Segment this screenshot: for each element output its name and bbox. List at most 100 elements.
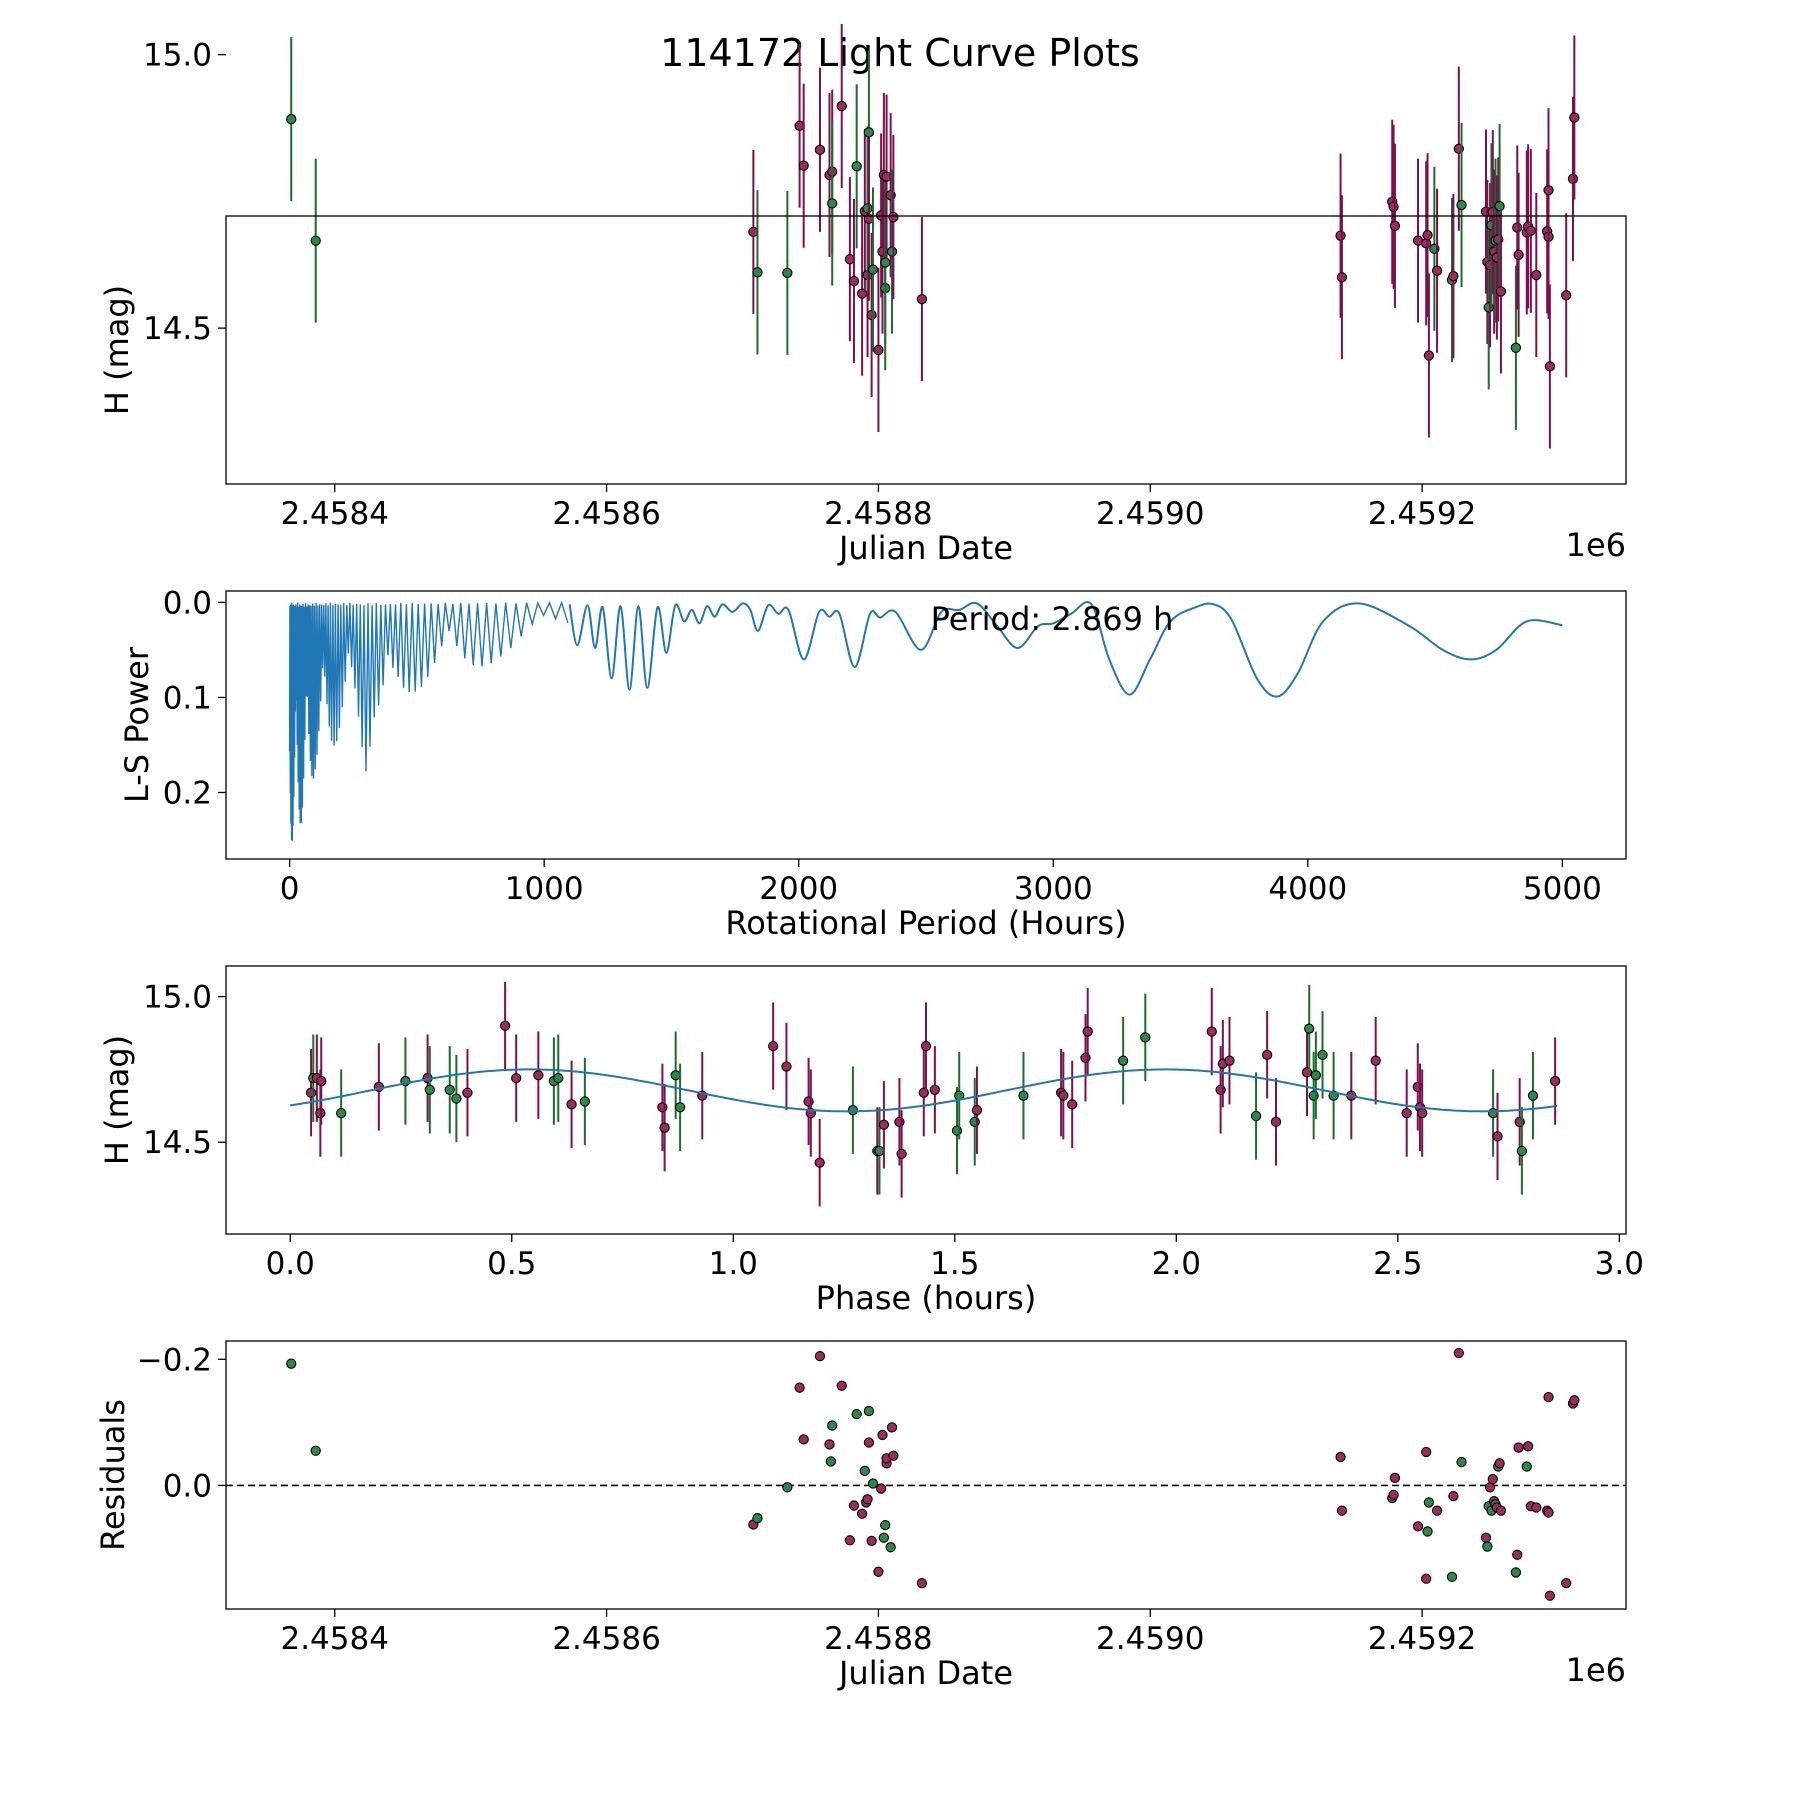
lightcurve-point [873, 344, 884, 356]
residuals-point [827, 1420, 838, 1431]
lightcurve-point [1512, 222, 1523, 233]
lightcurve-point [1431, 265, 1443, 276]
residuals-ylabel: Residuals [94, 1399, 132, 1551]
lightcurve-xtick-label: 2.4584 [280, 496, 388, 532]
residuals-point [1446, 1571, 1458, 1582]
phased-xtick-label: 1.0 [709, 1246, 758, 1282]
phased-point [1492, 1131, 1503, 1142]
lightcurve-point [916, 293, 928, 305]
phased-point [1082, 1026, 1093, 1037]
residuals-point [825, 1456, 837, 1467]
periodogram-ylabel: L-S Power [118, 646, 156, 803]
residuals-point [880, 1519, 891, 1531]
phased-point [1261, 1049, 1273, 1060]
lightcurve-point [1510, 342, 1522, 353]
periodogram-xtick-label: 2000 [759, 871, 838, 907]
lightcurve-point [1561, 290, 1572, 301]
phased-point [971, 1105, 983, 1116]
lightcurve-point [1389, 220, 1401, 231]
residuals-point [1448, 1490, 1459, 1502]
periodogram-axes-frame [225, 590, 1627, 860]
residuals-xtick-label: 2.4588 [824, 1621, 932, 1657]
phased-point [659, 1122, 670, 1133]
lightcurve-point [1336, 272, 1348, 283]
phased-point [814, 1157, 825, 1168]
residuals-ticks: 2.4584 2.4586 2.4588 2.4590 2.4592 0.0 −0.2 [137, 1342, 1477, 1657]
residuals-point [886, 1422, 898, 1433]
lightcurve-point [1422, 229, 1433, 241]
phased-point [1118, 1055, 1129, 1066]
lightcurve-point [1456, 199, 1467, 211]
phased-point [1301, 1067, 1313, 1078]
phased-point [451, 1093, 462, 1104]
residuals-point [1422, 1526, 1433, 1537]
phased-point [768, 1040, 779, 1052]
phased-point [1067, 1099, 1078, 1110]
phased-point [657, 1102, 668, 1113]
residuals-point [1421, 1573, 1432, 1584]
residuals-point [752, 1513, 763, 1524]
residuals-point [1336, 1505, 1348, 1516]
lightcurve-point [1525, 225, 1537, 236]
phased-point [511, 1073, 522, 1084]
periodogram-annotation: Period: 2.869 h [931, 600, 1174, 638]
lightcurve-point [848, 275, 860, 287]
phased-point [920, 1040, 932, 1052]
lightcurve-axes-frame [225, 215, 1627, 485]
lightcurve-point [782, 267, 793, 279]
phased-point [1317, 1049, 1328, 1060]
lightcurve-point [752, 267, 763, 278]
phased-point [316, 1075, 327, 1087]
phased-axes-frame [225, 965, 1627, 1235]
residuals-point [1431, 1505, 1443, 1516]
residuals-point [1335, 1451, 1346, 1463]
lightcurve-point [1423, 350, 1435, 361]
panel-phased: 0.0 0.5 1.0 1.5 2.0 2.5 3.0 15.0 14.5 Phase (hou… [98, 965, 1644, 1317]
residuals-point [836, 1380, 847, 1391]
phased-point [1058, 1090, 1069, 1101]
phased-point [894, 1116, 905, 1127]
residuals-point [1388, 1489, 1399, 1501]
panel-periodogram: 0 1000 2000 3000 4000 5000 0.0 0.1 0.2 Period: 2… [118, 585, 1627, 942]
phased-marks [290, 982, 1561, 1207]
lightcurve-point [1388, 201, 1399, 212]
phased-point [896, 1148, 907, 1160]
lightcurve-offset-label: 1e6 [1566, 526, 1626, 564]
residuals-point [866, 1535, 877, 1547]
phased-xtick-label: 1.5 [930, 1246, 979, 1282]
lightcurve-point [1567, 173, 1579, 184]
phased-point [424, 1084, 435, 1095]
phased-point [499, 1020, 511, 1031]
phased-xtick-label: 0.5 [487, 1246, 536, 1282]
residuals-xtick-label: 2.4586 [552, 1621, 660, 1657]
residuals-xtick-label: 2.4584 [280, 1621, 388, 1657]
periodogram-ytick-label: 0.0 [163, 585, 212, 621]
phased-point [1270, 1116, 1282, 1127]
phased-point [878, 1119, 890, 1130]
residuals-ytick-label: 0.0 [163, 1468, 212, 1504]
lightcurve-xlabel: Julian Date [837, 529, 1013, 567]
phased-point [1487, 1107, 1499, 1119]
lightcurve-point [1531, 269, 1542, 281]
residuals-point [1423, 1497, 1435, 1508]
residuals-point [856, 1508, 868, 1519]
periodogram-xtick-label: 5000 [1523, 871, 1602, 907]
phased-point [1304, 1023, 1315, 1034]
lightcurve-point [851, 161, 862, 172]
phased-point [336, 1107, 347, 1119]
phased-point [1514, 1116, 1525, 1127]
lightcurve-xtick-label: 2.4592 [1368, 496, 1476, 532]
residuals-point [1495, 1505, 1507, 1516]
residuals-xtick-label: 2.4592 [1368, 1621, 1476, 1657]
residuals-point [1412, 1521, 1424, 1532]
residuals-point [1513, 1442, 1524, 1453]
residuals-point [863, 1437, 875, 1448]
lightcurve-point [862, 203, 873, 214]
residuals-point [782, 1482, 793, 1493]
phased-point [1215, 1084, 1226, 1095]
lightcurve-ytick-label: 14.5 [143, 311, 212, 347]
phased-xtick-label: 2.0 [1152, 1246, 1201, 1282]
phased-ylabel: H (mag) [98, 1035, 136, 1165]
residuals-offset-label: 1e6 [1566, 1651, 1626, 1689]
